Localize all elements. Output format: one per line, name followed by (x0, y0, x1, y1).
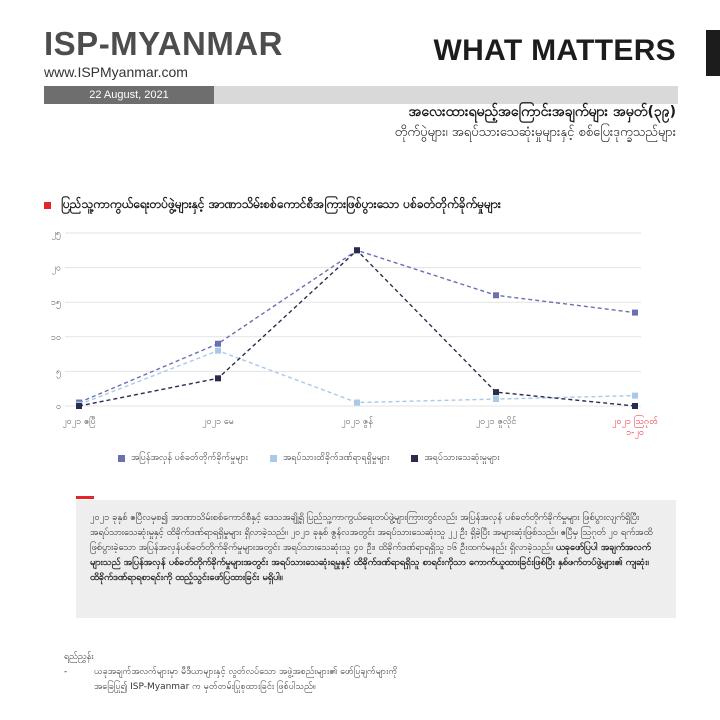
data-point (354, 399, 360, 406)
y-tick-label: ၂၅ (52, 229, 61, 240)
source-note: ရည်ညွှန်း - ယခုအချက်အလက်များမှာ မီဒီယာမျာ… (64, 650, 397, 695)
data-point (215, 375, 221, 382)
series-line (78, 249, 636, 407)
source-label: ရည်ညွှန်း - (64, 652, 94, 677)
chart-title: ပြည်သူ့ကာကွယ်ရေးတပ်ဖွဲ့များနှင့် အာဏာသိမ… (61, 197, 501, 211)
legend-item-injuries: အရပ်သားထိခိုက်ဒဏ်ရာရရှိမှုများ (269, 452, 390, 465)
legend-label: အရပ်သားသေဆုံးမှုများ (424, 453, 500, 463)
x-tick-label: ၂၀၂၁ ဇူလိုင် (476, 416, 517, 428)
y-tick-label: ၅ (56, 367, 61, 378)
data-point (632, 392, 638, 399)
data-point (215, 340, 221, 347)
chart-title-marker (44, 201, 51, 209)
y-tick-label: ၀ (56, 402, 61, 412)
brand-name: ISP-MYANMAR (44, 25, 283, 62)
x-tick-label: ၂၀၂၁ မေ (202, 417, 234, 428)
legend-label: အပြန်အလှန် ပစ်ခတ်တိုက်ခိုက်မှုများ (131, 453, 248, 463)
data-point (215, 347, 221, 354)
description-note: ယခုဖော်ပြပါ အချက်အလက်များသည် အပြန်အလှန် … (90, 542, 651, 583)
y-tick-label: ၁၀ (51, 333, 61, 343)
legend-label: အရပ်သားထိခိုက်ဒဏ်ရာရရှိမှုများ (282, 453, 390, 463)
y-tick-label: ၂၀ (52, 264, 61, 275)
chart-legend: အပြန်အလှန် ပစ်ခတ်တိုက်ခိုက်မှုများ အရပ်သ… (118, 452, 500, 465)
legend-swatch (411, 455, 419, 462)
issue-subtitle: တိုက်ပွဲများ၊ အရပ်သားသေဆုံးမှုများနှင့် … (394, 125, 676, 140)
legend-item-exchanges: အပြန်အလှန် ပစ်ခတ်တိုက်ခိုက်မှုများ (118, 452, 248, 465)
data-point (632, 403, 638, 409)
description-text: ၂၀၂၁ ခုနှစ် ဧပြီလမှစ၍ အာဏာသိမ်းစစ်ကောင်စ… (90, 512, 653, 553)
source-line2: အခြေပြု၍ ISP-Myanmar က မှတ်တမ်းပြုစုထားခ… (94, 682, 316, 692)
description-accent (76, 496, 94, 499)
x-tick-label: ၂၀၂၁ သြဂုတ်၁-၂၀ (612, 415, 658, 439)
data-point (493, 292, 499, 299)
x-tick-label: ၂၀၂၁ ဇွန် (341, 416, 374, 428)
series-line (78, 249, 636, 404)
side-accent-bar (706, 30, 720, 76)
data-point (632, 309, 638, 316)
data-point (76, 403, 82, 409)
data-point (354, 247, 360, 254)
legend-swatch (269, 455, 277, 462)
source-line1: ယခုအချက်အလက်များမှာ မီဒီယာများနှင့် လွတ်… (94, 667, 398, 677)
issue-title: အလေးထားရမည့်အကြောင်းအချက်များ အမှတ်(၃၉) (408, 104, 676, 120)
legend-swatch (118, 455, 125, 462)
brand-url[interactable]: www.ISPMyanmar.com (44, 64, 188, 80)
y-tick-label: ၁၅ (51, 298, 61, 309)
data-point (493, 396, 499, 403)
data-point (493, 389, 499, 396)
chart-title-row: ပြည်သူ့ကာကွယ်ရေးတပ်ဖွဲ့များနှင့် အာဏာသိမ… (44, 196, 501, 214)
description-box: ၂၀၂၁ ခုနှစ် ဧပြီလမှစ၍ အာဏာသိမ်းစစ်ကောင်စ… (76, 500, 676, 618)
brand-block: ISP-MYANMAR www.ISPMyanmar.com (44, 25, 283, 81)
date-label: 22 August, 2021 (44, 86, 214, 104)
x-tick-label: ၂၀၂၁ ဧပြီ (62, 416, 96, 428)
legend-item-deaths: အရပ်သားသေဆုံးမှုများ (411, 452, 500, 465)
section-title: WHAT MATTERS (433, 34, 676, 67)
series-line (78, 349, 636, 406)
